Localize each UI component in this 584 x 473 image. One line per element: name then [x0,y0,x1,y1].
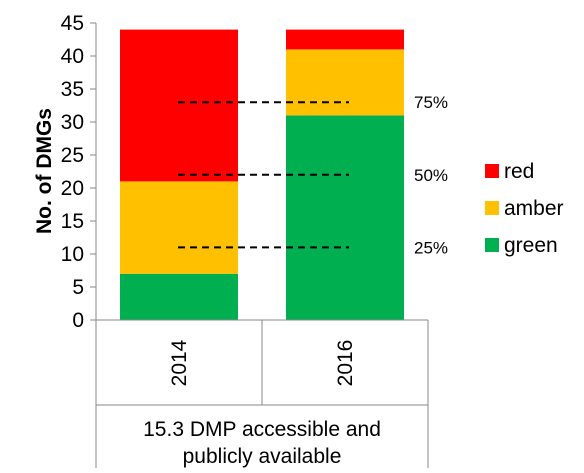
y-tick-label: 20 [61,177,84,200]
y-tick-label: 35 [61,78,84,101]
x-tick-label-2014: 2014 [168,339,191,386]
group-label-line: publicly available [183,445,342,468]
bar-green-2016 [286,115,404,321]
legend-label-red: red [504,160,534,183]
legend-swatch-amber [485,201,499,215]
y-tick-label: 5 [72,276,84,299]
reference-label: 50% [414,166,448,185]
bar-red-2016 [286,29,404,50]
reference-label: 25% [414,238,448,257]
y-tick-label: 15 [61,210,84,233]
y-tick-label: 45 [61,12,84,35]
y-tick-label: 30 [61,111,84,134]
y-tick-label: 0 [72,309,84,332]
y-axis-label: No. of DMGs [33,108,56,234]
bar-green-2014 [120,273,238,320]
legend: red amber green [485,160,564,257]
bar-amber-2014 [120,181,238,274]
axes-layer: 0 5 10 15 20 25 30 35 40 45 2014 2016 15.3 DMP acces… [61,12,429,468]
x-tick-label-2016: 2016 [334,340,357,387]
legend-label-amber: amber [504,197,564,220]
bar-red-2014 [120,29,238,182]
reference-lines-layer: 25% 50% 75% [178,93,448,257]
y-tick-label: 25 [61,144,84,167]
legend-label-green: green [504,234,558,257]
y-tick-label: 40 [61,45,84,68]
bar-amber-2016 [286,49,404,116]
legend-swatch-green [485,238,499,252]
y-tick-label: 10 [61,243,84,266]
legend-swatch-red [485,164,499,178]
bars-layer [120,29,404,321]
reference-label: 75% [414,93,448,112]
group-label-line: 15.3 DMP accessible and [143,418,381,441]
